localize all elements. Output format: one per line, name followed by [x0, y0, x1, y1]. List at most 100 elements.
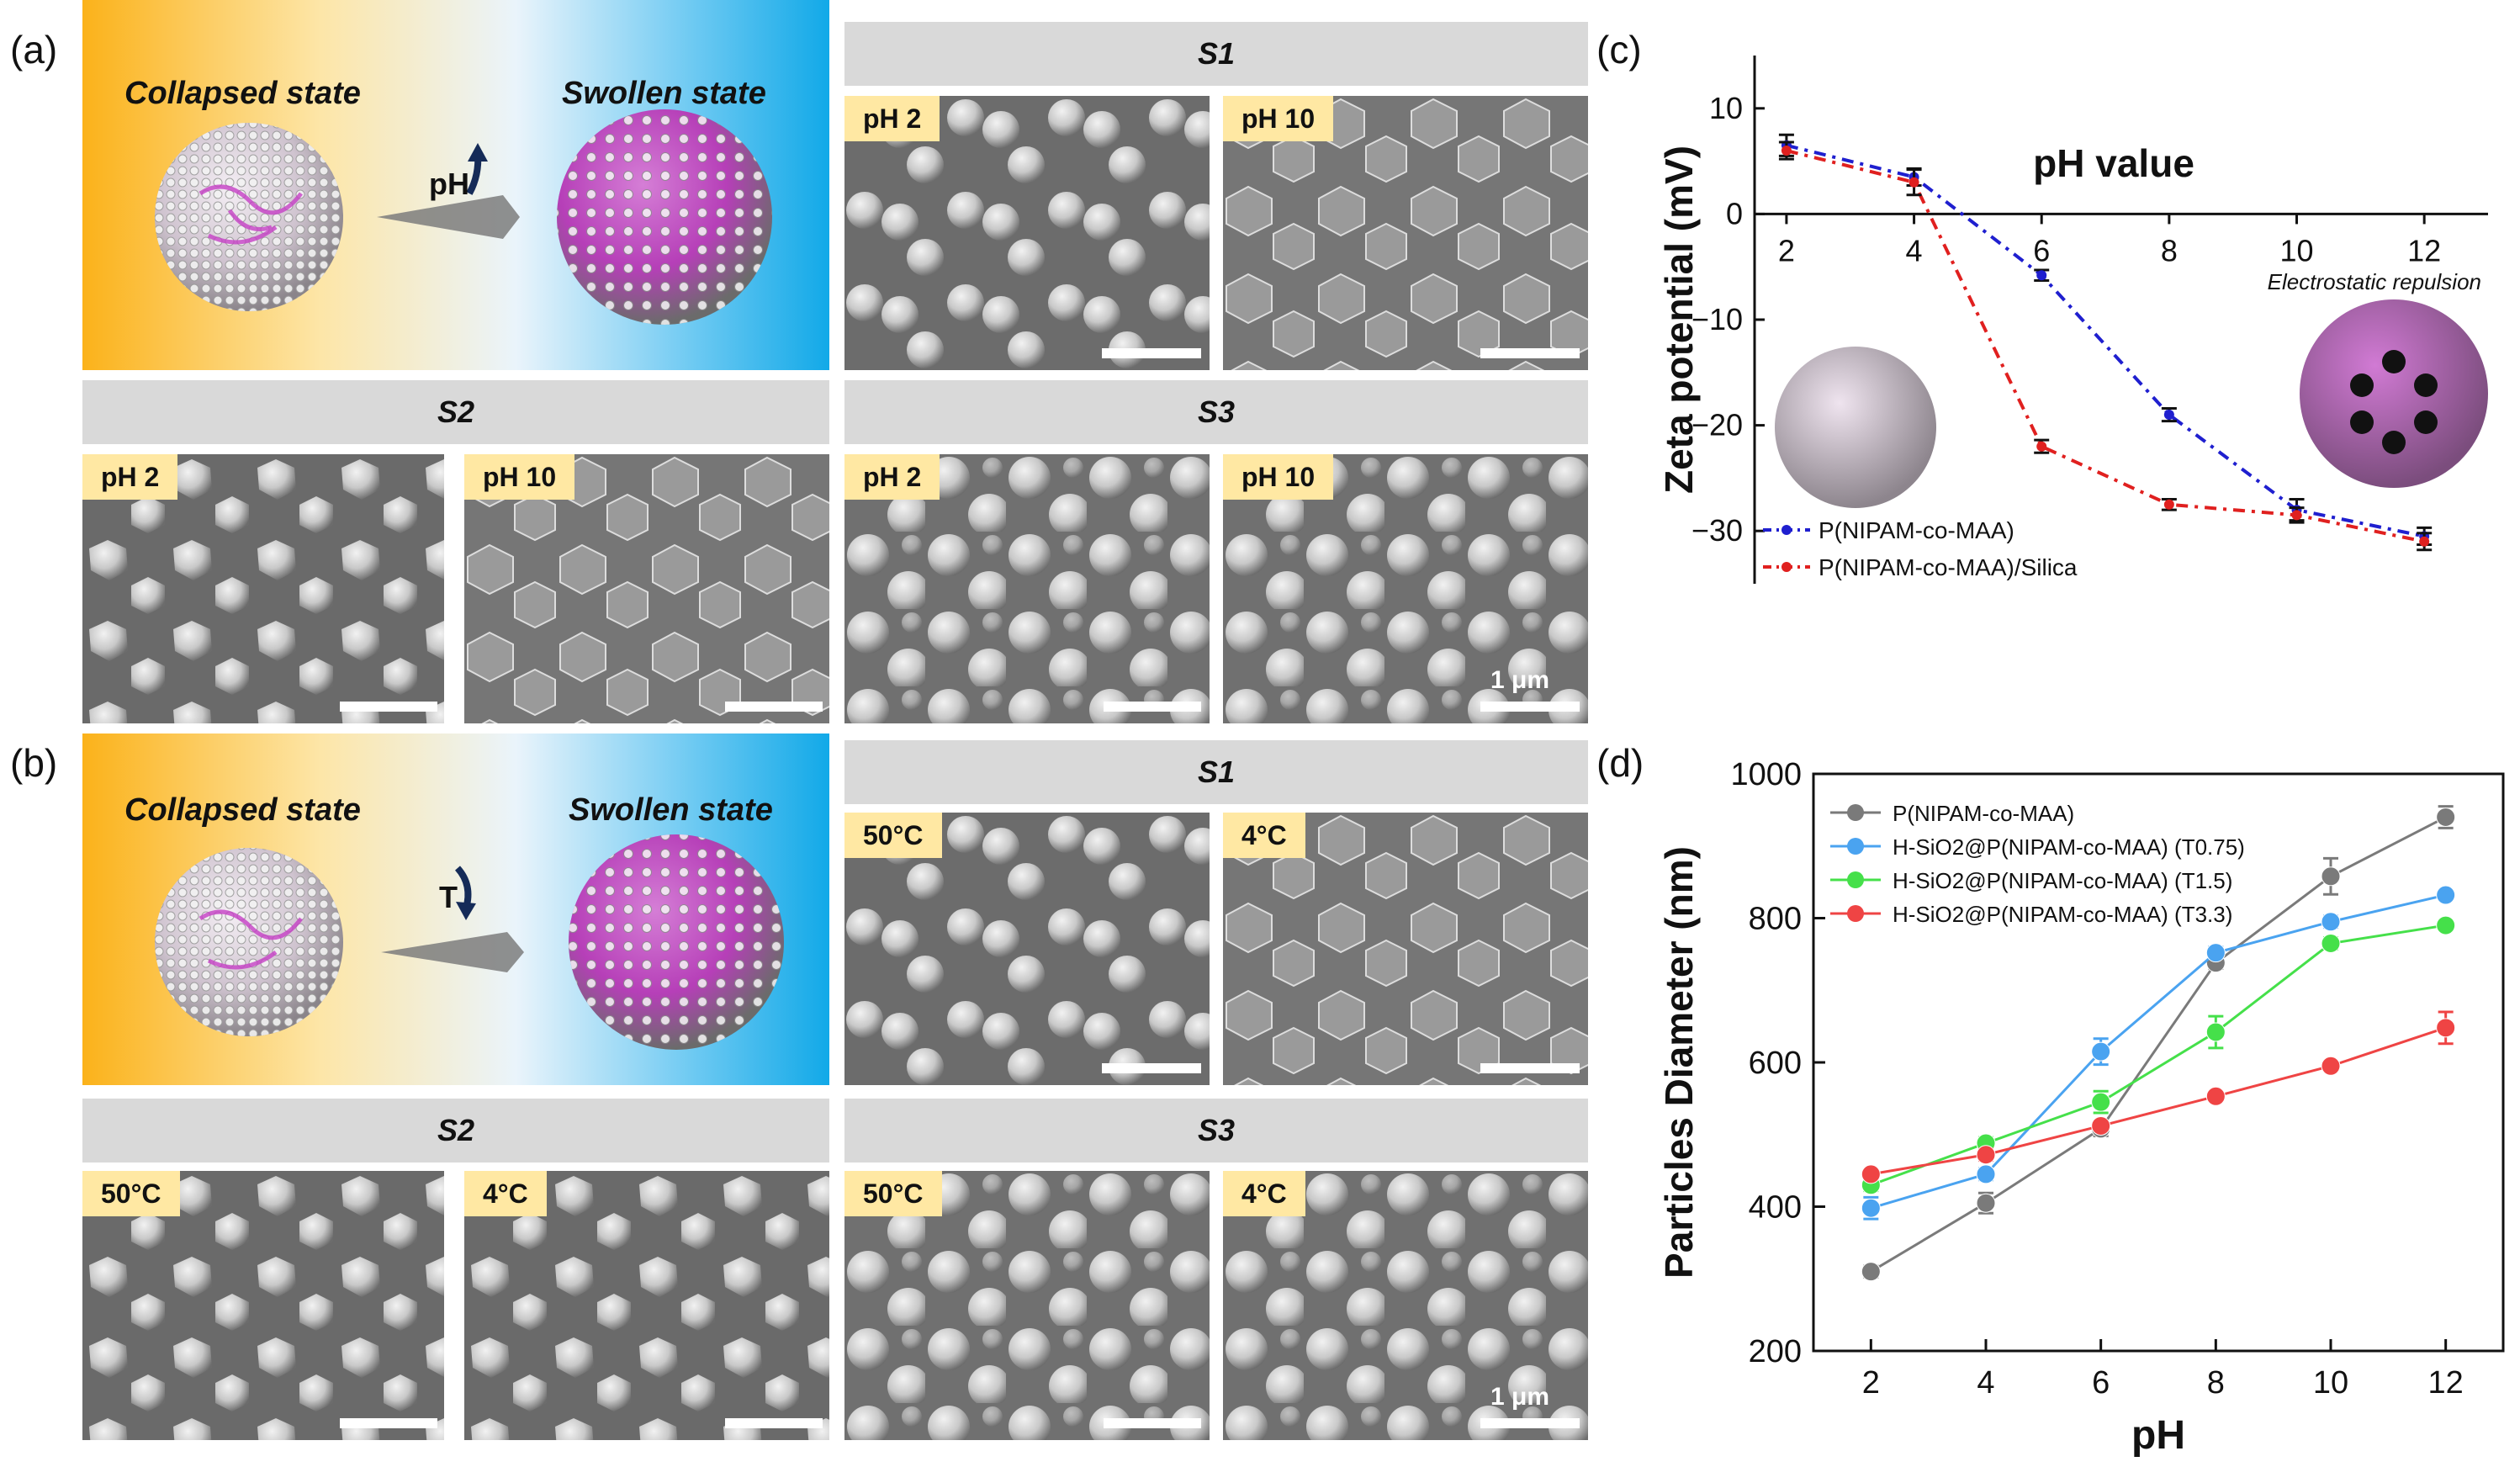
series-line-3 [1870, 924, 2446, 1187]
arrow-icon [377, 195, 520, 239]
x-tick-label: 2 [1862, 1365, 1880, 1401]
sem-tag: pH 2 [844, 96, 940, 141]
y-tick-label: 600 [1749, 1046, 1802, 1081]
group-b-s2-header: S2 [82, 1099, 829, 1162]
y-tick-label: 800 [1749, 902, 1802, 937]
down-arrow-icon [456, 902, 476, 920]
group-a-s3-header: S3 [844, 380, 1588, 444]
scale-bar [725, 1418, 823, 1428]
negative-charge-icon [2382, 431, 2406, 454]
sem-tag: 4°C [1223, 813, 1305, 858]
scale-label: 1 μm [1490, 666, 1550, 694]
scale-bar [340, 1418, 437, 1428]
collapsed-particle-illustration [1775, 347, 1936, 508]
sem-image-a-s1-left: pH 2 [844, 96, 1210, 370]
group-title: S2 [437, 395, 475, 429]
data-point [2436, 885, 2456, 905]
data-point [2205, 1086, 2226, 1106]
series-line-2 [1870, 893, 2447, 1210]
legend-marker [1781, 562, 1792, 572]
group-title: S3 [1197, 1113, 1236, 1147]
legend-label: P(NIPAM-co-MAA) [1893, 801, 2074, 826]
negative-charge-icon [2350, 410, 2374, 434]
scale-bar [1102, 1063, 1201, 1073]
x-tick-label: 10 [2279, 233, 2313, 267]
group-title: S2 [437, 1113, 475, 1147]
sem-tag: 50°C [844, 1171, 942, 1216]
legend-label: P(NIPAM-co-MAA)/Silica [1819, 554, 2078, 580]
scale-bar [340, 702, 437, 712]
sem-tag: 4°C [1223, 1171, 1305, 1216]
y-axis-label: Zeta potential (mV) [1657, 146, 1701, 494]
y-tick-label: 1000 [1730, 757, 1802, 792]
swollen-state-label: Swollen state [569, 792, 773, 828]
x-tick-label: 4 [1906, 233, 1923, 267]
panel-label-c: (c) [1596, 28, 1642, 71]
x-axis-label: pH [2131, 1413, 2185, 1458]
data-point [2436, 915, 2456, 935]
legend-marker [1847, 905, 1864, 922]
scheme-a-graphic [155, 109, 772, 325]
legend-marker [1847, 804, 1864, 821]
x-tick-label: 6 [2092, 1365, 2110, 1401]
data-point [1976, 1164, 1996, 1184]
scale-bar [1480, 702, 1580, 712]
scale-bar [1102, 348, 1201, 358]
group-b-s1-header: S1 [844, 740, 1588, 804]
data-point [2321, 1056, 2341, 1076]
negative-charge-icon [2382, 350, 2406, 373]
group-b-s3-header: S3 [844, 1099, 1588, 1162]
sem-image-a-s2-right: pH 10 [464, 454, 829, 723]
y-tick-label: −20 [1691, 408, 1743, 442]
data-point [1976, 1193, 1996, 1213]
group-a-s2-header: S2 [82, 380, 829, 444]
x-tick-label: 2 [1778, 233, 1795, 267]
series-line-1 [1786, 143, 2425, 538]
sem-image-a-s3-left: pH 2 [844, 454, 1210, 723]
data-point [1909, 177, 1919, 188]
panel-label-d: (d) [1596, 741, 1644, 785]
x-tick-label: 8 [2207, 1365, 2225, 1401]
data-point [2321, 934, 2341, 954]
y-tick-label: −10 [1691, 302, 1743, 336]
data-point [2163, 410, 2174, 421]
x-tick-label: 4 [1977, 1365, 1994, 1401]
annotation: Electrostatic repulsion [2268, 269, 2481, 294]
collapsed-state-label: Collapsed state [124, 76, 361, 111]
scale-bar [1104, 702, 1201, 712]
swollen-particle-illustration [2300, 299, 2488, 488]
legend-label: H-SiO2@P(NIPAM-co-MAA) (T0.75) [1893, 834, 2245, 860]
chart-particle-diameter: 200 400 600 800 1000 2 4 6 8 10 12 pH Particles Diam… [1657, 757, 2505, 1458]
y-tick-label: −30 [1691, 513, 1743, 548]
data-point [2091, 1092, 2111, 1112]
sem-image-b-s2-left: 50°C [82, 1171, 444, 1440]
data-point [2091, 1115, 2111, 1136]
negative-charge-icon [2414, 373, 2438, 397]
arrow-icon [381, 932, 524, 972]
sem-image-a-s1-right: pH 10 [1223, 96, 1588, 370]
legend-marker [1847, 838, 1864, 855]
x-axis-label: pH value [2033, 141, 2194, 185]
sem-tag: 50°C [844, 813, 942, 858]
scale-label: 1 μm [1490, 1383, 1550, 1411]
x-tick-label: 6 [2033, 233, 2050, 267]
series-line-1 [1870, 816, 2447, 1273]
data-point [2291, 510, 2302, 521]
stimulus-label-t: T [439, 880, 458, 914]
sem-image-b-s3-right: 4°C 1 μm [1223, 1171, 1588, 1440]
x-tick-label: 10 [2313, 1365, 2348, 1401]
x-tick-label: 12 [2407, 233, 2441, 267]
x-tick-label: 8 [2161, 233, 2178, 267]
sem-image-a-s2-left: pH 2 [82, 454, 444, 723]
sem-tag: pH 10 [1223, 454, 1334, 500]
y-tick-label: 400 [1749, 1190, 1802, 1226]
collapsed-state-label: Collapsed state [124, 792, 361, 828]
data-point [2321, 912, 2341, 932]
scale-bar [1480, 348, 1580, 358]
panel-label-b: (b) [10, 741, 58, 785]
sem-tag: 50°C [82, 1171, 180, 1216]
stimulus-label-ph: pH [429, 167, 469, 201]
sem-image-b-s1-left: 50°C [844, 813, 1210, 1085]
up-arrow-icon [468, 143, 488, 162]
scheme-b-graphic [155, 834, 784, 1050]
